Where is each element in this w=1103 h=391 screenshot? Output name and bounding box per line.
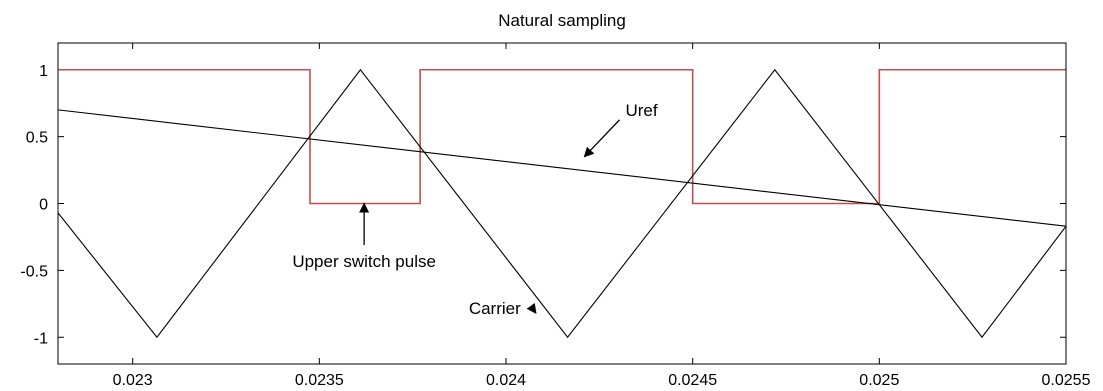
x-tick-label: 0.0245 [668,372,717,389]
plot-frame [57,42,1067,365]
plot-series [58,68,1066,339]
series-carrier-line [58,68,1066,339]
y-tick-label: -1 [34,330,48,347]
annotations: Uref Upper switch pulse Carrier [292,101,658,318]
x-tick-label: 0.024 [486,372,526,389]
series-upper-switch-pulse-line [58,68,1066,205]
y-tick-label: -0.5 [20,263,48,280]
y-tick-label: 1 [39,63,48,80]
annotation-uref-arrow [583,119,620,158]
annotation-carrier-arrow [526,302,537,314]
x-tick-label: 0.023 [113,372,153,389]
y-axis-ticks: 1 0.5 0 -0.5 -1 [20,63,1066,347]
x-tick-label: 0.0235 [295,372,344,389]
y-tick-label: 0 [39,197,48,214]
x-tick-label: 0.025 [859,372,899,389]
y-tick-label: 0.5 [26,130,48,147]
x-axis-ticks: 0.023 0.0235 0.024 0.0245 0.025 0.0255 [113,43,1091,389]
series-uref-line [58,109,1066,227]
annotation-carrier-label: Carrier [469,299,521,318]
chart-title: Natural sampling [498,11,626,30]
annotation-upper-switch-pulse-label: Upper switch pulse [292,252,436,271]
x-tick-label: 0.0255 [1042,372,1091,389]
annotation-uref-label: Uref [625,101,657,120]
